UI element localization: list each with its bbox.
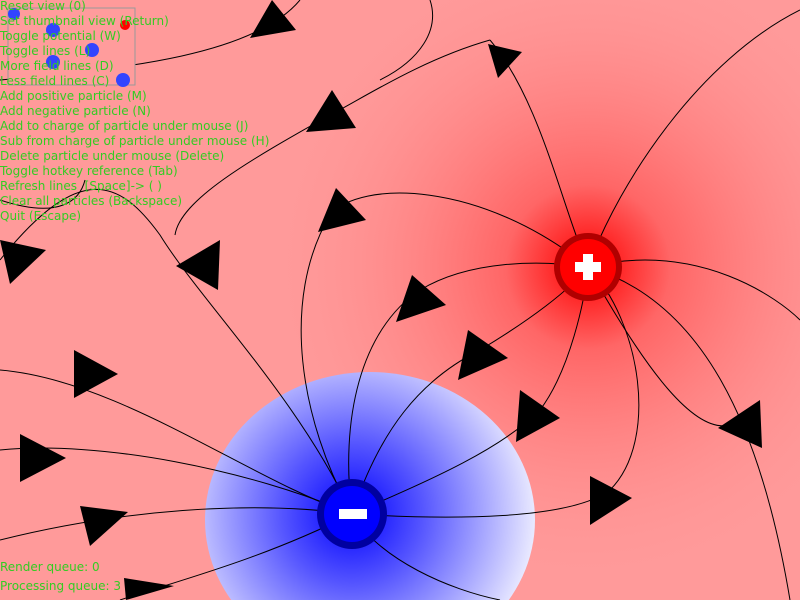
menu-item: Add positive particle (M) — [0, 89, 147, 103]
render-queue: Render queue: 0 — [0, 560, 100, 574]
menu-item: Toggle hotkey reference (Tab) — [0, 164, 178, 178]
menu-item: More field lines (D) — [0, 59, 114, 73]
positive-particle[interactable] — [554, 233, 622, 301]
menu-item: Add to charge of particle under mouse (J… — [0, 119, 249, 133]
menu-item: Less field lines (C) — [0, 74, 110, 88]
menu-item: Toggle lines (L) — [0, 44, 91, 58]
negative-particle[interactable] — [317, 479, 387, 549]
menu-item: Quit (Escape) — [0, 209, 82, 223]
processing-queue: Processing queue: 3 — [0, 579, 121, 593]
thumbnail — [7, 7, 136, 87]
menu-item: Delete particle under mouse (Delete) — [0, 149, 225, 163]
menu-item: Set thumbnail view (Return) — [0, 14, 169, 28]
menu-item: Clear all particles (Backspace) — [0, 194, 183, 208]
field-arrows — [0, 0, 762, 600]
menu-item: Refresh lines [Space]-> ( ) — [0, 179, 162, 193]
menu-item: Add negative particle (N) — [0, 104, 151, 118]
menu-item: Reset view (0) — [0, 0, 86, 13]
menu-item: Sub from charge of particle under mouse … — [0, 134, 270, 148]
menu-item: Toggle potential (W) — [0, 29, 121, 43]
